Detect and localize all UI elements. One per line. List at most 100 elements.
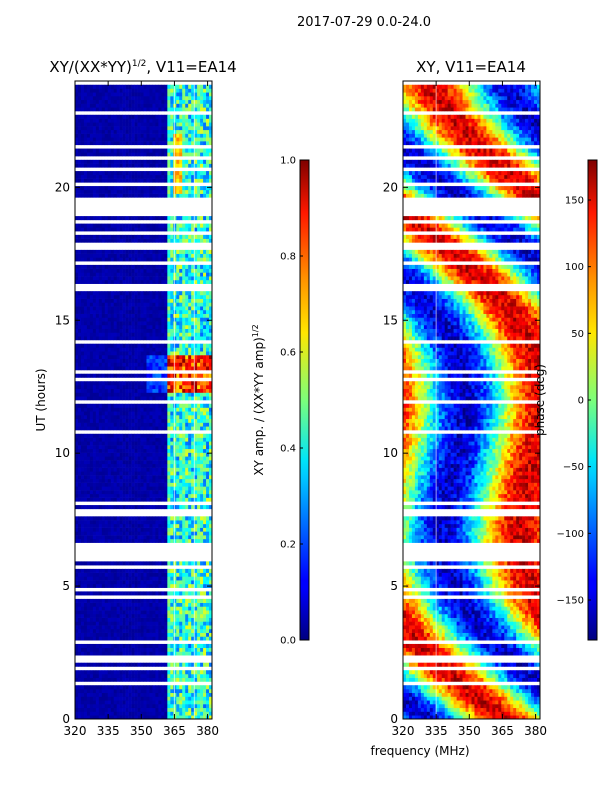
heatmap-cell bbox=[203, 309, 207, 314]
heatmap-cell bbox=[80, 456, 85, 461]
heatmap-cell bbox=[86, 388, 91, 393]
heatmap-cell bbox=[143, 291, 147, 296]
heatmap-cell bbox=[197, 685, 201, 690]
heatmap-cell bbox=[125, 227, 129, 232]
heatmap-cell bbox=[170, 193, 174, 198]
heatmap-cell bbox=[113, 407, 117, 412]
heatmap-cell bbox=[149, 223, 153, 228]
heatmap-cell bbox=[104, 632, 109, 637]
heatmap-cell bbox=[113, 388, 117, 393]
heatmap-cell bbox=[143, 606, 147, 611]
heatmap-cell bbox=[125, 647, 129, 652]
heatmap-cell bbox=[158, 216, 162, 221]
heatmap-cell bbox=[149, 272, 153, 277]
heatmap-cell bbox=[155, 598, 159, 603]
heatmap-cell bbox=[98, 324, 103, 329]
heatmap-cell bbox=[95, 336, 100, 341]
heatmap-cell bbox=[188, 313, 192, 318]
heatmap-cell bbox=[107, 670, 112, 675]
heatmap-cell bbox=[164, 602, 168, 607]
heatmap-cell bbox=[122, 354, 126, 360]
heatmap-cell bbox=[191, 336, 195, 341]
heatmap-cell bbox=[200, 448, 204, 453]
heatmap-cell bbox=[167, 497, 171, 502]
heatmap-cell bbox=[203, 715, 207, 719]
heatmap-cell bbox=[206, 692, 210, 697]
heatmap-cell bbox=[92, 505, 97, 510]
heatmap-cell bbox=[95, 324, 100, 329]
heatmap-cell bbox=[179, 392, 183, 397]
heatmap-cell bbox=[83, 347, 88, 352]
heatmap-cell bbox=[206, 685, 210, 690]
heatmap-cell bbox=[110, 358, 115, 363]
heatmap-cell bbox=[209, 234, 212, 239]
heatmap-cell bbox=[182, 216, 186, 221]
heatmap-cell bbox=[113, 321, 117, 326]
heatmap-cell bbox=[137, 249, 141, 254]
heatmap-cell bbox=[161, 291, 165, 296]
heatmap-cell bbox=[209, 441, 212, 446]
heatmap-cell bbox=[77, 445, 82, 450]
heatmap-cell bbox=[137, 264, 141, 269]
heatmap-cell bbox=[191, 276, 195, 281]
heatmap-cell bbox=[116, 516, 120, 521]
heatmap-cell bbox=[80, 358, 85, 363]
heatmap-cell bbox=[176, 238, 180, 243]
heatmap-cell bbox=[167, 703, 171, 709]
heatmap-cell bbox=[203, 392, 207, 397]
heatmap-cell bbox=[203, 216, 207, 221]
heatmap-cell bbox=[203, 433, 207, 438]
heatmap-cell bbox=[107, 294, 112, 299]
heatmap-cell bbox=[80, 490, 85, 495]
heatmap-cell bbox=[206, 572, 210, 577]
heatmap-cell bbox=[191, 561, 195, 566]
heatmap-cell bbox=[80, 257, 85, 262]
heatmap-cell bbox=[176, 715, 180, 719]
heatmap-cell bbox=[170, 354, 174, 360]
heatmap-cell bbox=[101, 478, 106, 483]
heatmap-cell bbox=[80, 497, 85, 502]
heatmap-cell bbox=[152, 407, 156, 412]
heatmap-cell bbox=[188, 257, 192, 262]
heatmap-cell bbox=[179, 418, 183, 423]
heatmap-cell bbox=[164, 257, 168, 262]
heatmap-cell bbox=[164, 294, 168, 299]
heatmap-cell bbox=[206, 580, 210, 585]
heatmap-cell bbox=[131, 497, 135, 502]
heatmap-cell bbox=[86, 628, 91, 633]
heatmap-cell bbox=[116, 186, 120, 191]
heatmap-cell bbox=[98, 279, 103, 284]
heatmap-cell bbox=[158, 238, 162, 243]
heatmap-cell bbox=[131, 636, 135, 641]
heatmap-cell bbox=[119, 317, 123, 322]
heatmap-cell bbox=[188, 700, 192, 705]
heatmap-cell bbox=[98, 471, 103, 476]
heatmap-cell bbox=[170, 516, 174, 521]
heatmap-cell bbox=[185, 264, 189, 269]
heatmap-cell bbox=[83, 366, 88, 371]
heatmap-cell bbox=[86, 467, 91, 472]
heatmap-cell bbox=[191, 418, 195, 423]
heatmap-cell bbox=[75, 298, 79, 303]
heatmap-cell bbox=[122, 388, 126, 393]
heatmap-cell bbox=[164, 351, 168, 356]
heatmap-cell bbox=[149, 613, 153, 618]
heatmap-cell bbox=[110, 715, 115, 719]
heatmap-cell bbox=[200, 700, 204, 705]
heatmap-cell bbox=[89, 291, 94, 296]
heatmap-cell bbox=[170, 471, 174, 476]
heatmap-cell bbox=[95, 531, 100, 536]
heatmap-cell bbox=[98, 688, 103, 694]
heatmap-cell bbox=[158, 538, 162, 543]
heatmap-cell bbox=[146, 651, 150, 656]
heatmap-cell bbox=[206, 415, 210, 420]
heatmap-cell bbox=[101, 460, 106, 465]
heatmap-cell bbox=[188, 415, 192, 420]
heatmap-cell bbox=[128, 343, 132, 348]
heatmap-cell bbox=[152, 531, 156, 536]
heatmap-cell bbox=[203, 276, 207, 281]
heatmap-cell bbox=[122, 471, 126, 476]
heatmap-cell bbox=[197, 602, 201, 607]
heatmap-cell bbox=[146, 411, 150, 416]
heatmap-cell bbox=[128, 407, 132, 412]
